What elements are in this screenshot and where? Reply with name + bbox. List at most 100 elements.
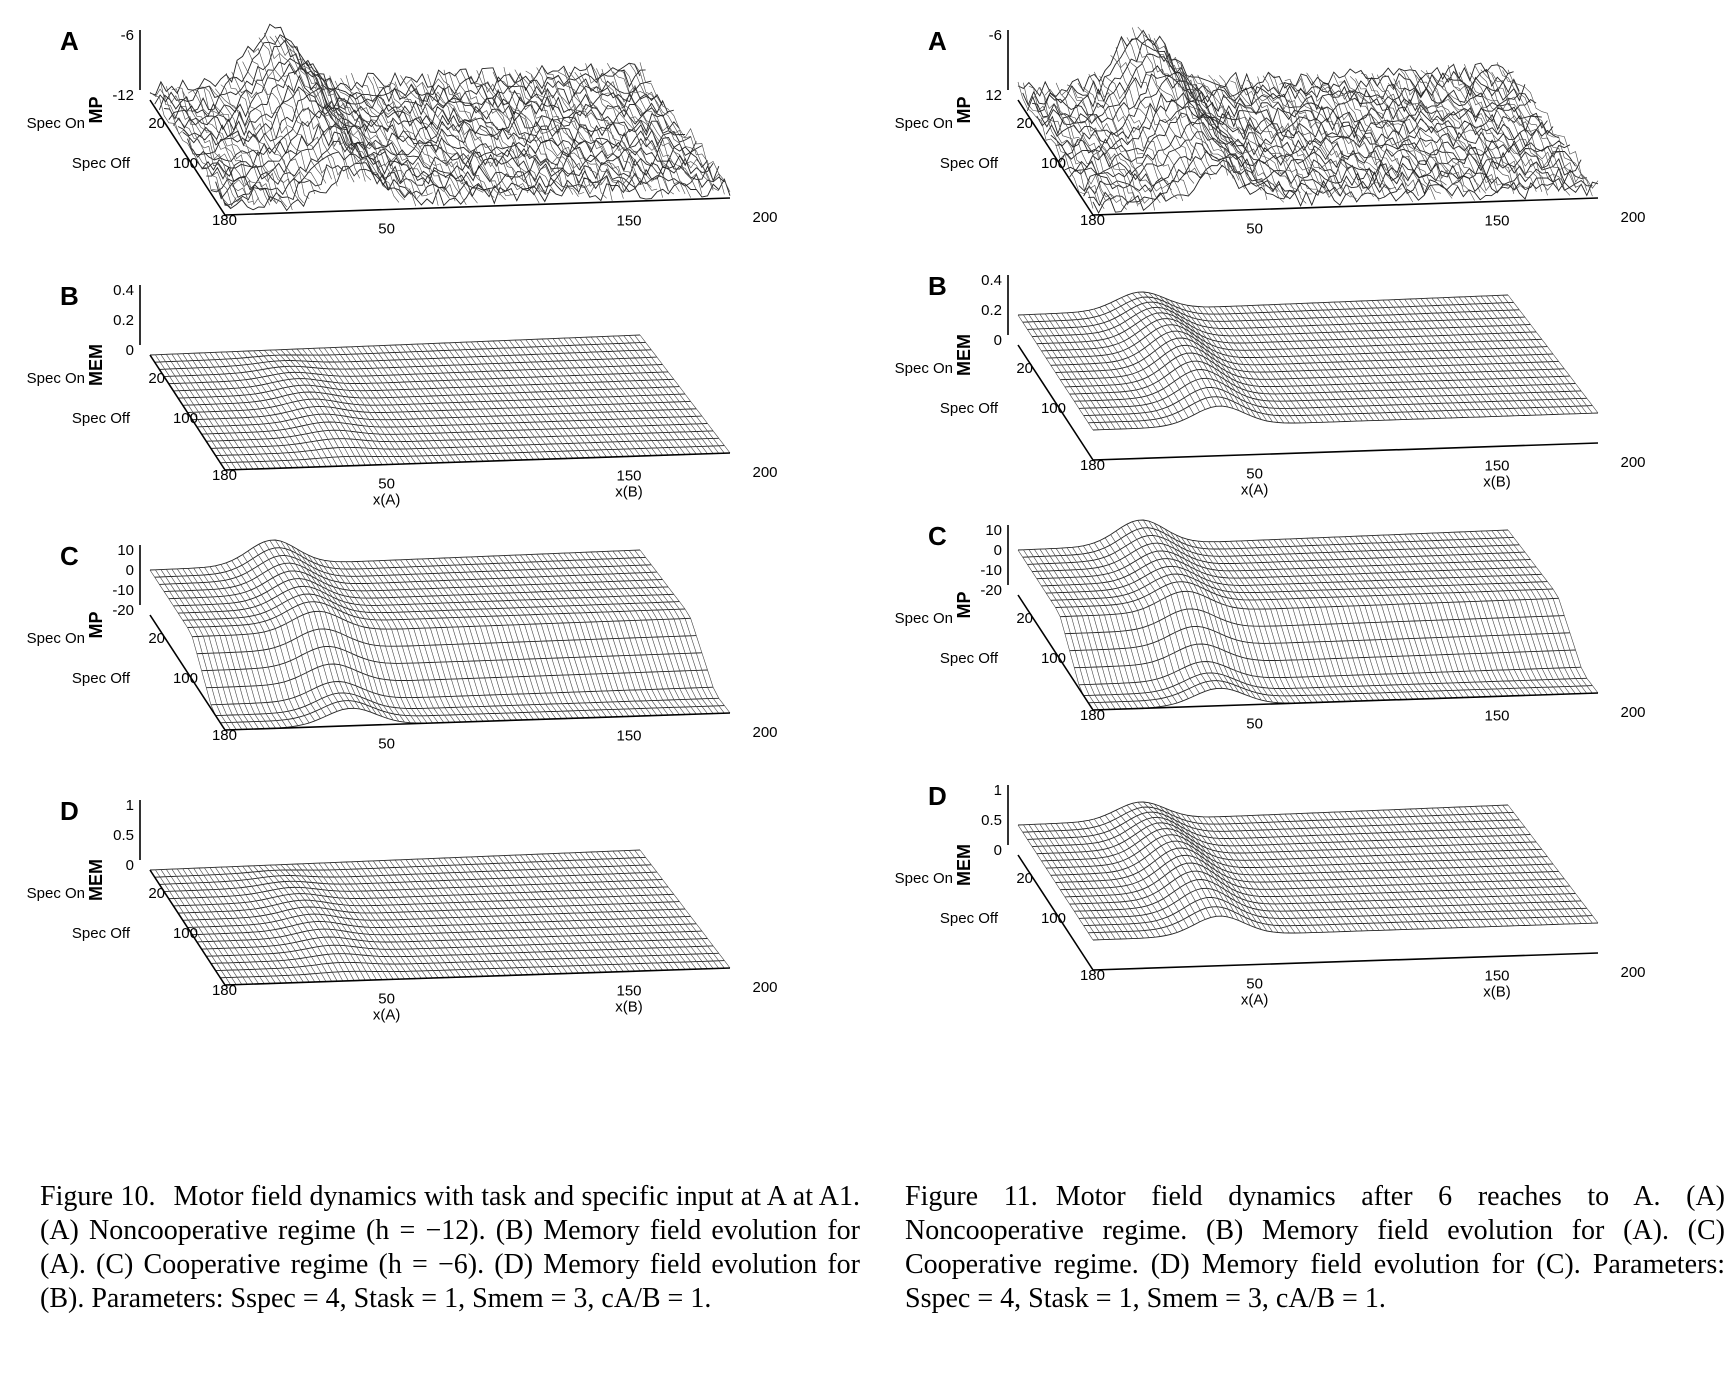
y-tick-label: Spec Off [72, 155, 131, 172]
surface-mesh [1017, 26, 1599, 214]
x-axis [224, 712, 731, 731]
figure-10-caption: Figure 10. Motor field dynamics with task… [40, 1180, 860, 1316]
x-tick-label: 150 [1484, 457, 1509, 474]
y-axis [149, 869, 226, 986]
x-tick-label: 200 [752, 464, 777, 481]
fig10-panel-d: D MEM 1 0.5 0 Spec On 20 Spec Off 100 180 50 150 200… [27, 790, 860, 1030]
x-axis-label: x(B) [1483, 983, 1511, 1000]
y-axis [1017, 344, 1094, 461]
y-tick-label: 100 [1041, 650, 1066, 667]
x-tick-label: 50 [378, 476, 395, 493]
x-axis [224, 197, 731, 216]
z-tick-label: 12 [985, 87, 1002, 104]
y-tick-label: 20 [148, 630, 165, 647]
figure-10-number: Figure 10. [40, 1181, 156, 1212]
y-tick-label: Spec On [27, 370, 85, 387]
x-tick-label: 50 [378, 736, 395, 753]
surface-mesh [149, 849, 731, 986]
figure-10-caption-text: Motor field dynamics with task and speci… [40, 1181, 860, 1314]
z-tick-label: 0.2 [981, 302, 1002, 319]
y-tick-label: 20 [1016, 360, 1033, 377]
panel-letter: C [928, 521, 947, 551]
z-tick-label: 0.4 [113, 282, 134, 299]
y-tick-label: 100 [1041, 910, 1066, 927]
y-tick-label: 100 [173, 155, 198, 172]
y-axis [149, 614, 226, 731]
panel-letter: C [60, 541, 79, 571]
x-axis-label: x(B) [615, 998, 643, 1015]
y-tick-label: Spec Off [72, 925, 131, 942]
z-tick-label: 0 [994, 542, 1002, 559]
surface-plot: A MP -6 12 Spec On 20 Spec Off 100 180 50 150 200 [895, 26, 1646, 238]
y-tick-label: 20 [1016, 870, 1033, 887]
figure-11-caption-text: Motor field dynamics after 6 reaches to … [905, 1181, 1725, 1314]
z-tick-label: 0 [126, 562, 134, 579]
y-tick-label: Spec Off [940, 910, 999, 927]
x-tick-label: 150 [1484, 967, 1509, 984]
y-tick-label: Spec On [27, 630, 85, 647]
panel-letter: A [928, 26, 947, 56]
x-axis-label: x(A) [1241, 992, 1269, 1009]
panel-letter: A [60, 26, 79, 56]
z-tick-label: 0 [994, 332, 1002, 349]
panel-letter: B [60, 281, 79, 311]
z-tick-label: -20 [980, 582, 1002, 599]
surface-plot: D MEM 1 0.5 0 Spec On 20 Spec Off 100 180 50 150 200… [27, 796, 778, 1024]
x-tick-label: 50 [378, 991, 395, 1008]
fig11-panel-b: B MEM 0.4 0.2 0 Spec On 20 Spec Off 100 180 50 150 2… [895, 265, 1728, 505]
x-axis [1092, 442, 1599, 461]
y-tick-label: Spec Off [72, 670, 131, 687]
x-tick-label: 200 [1620, 964, 1645, 981]
x-tick-label: 200 [1620, 704, 1645, 721]
x-tick-label: 200 [1620, 454, 1645, 471]
x-tick-label: 200 [752, 209, 777, 226]
x-tick-label: 150 [616, 982, 641, 999]
y-axis [1017, 854, 1094, 971]
panel-letter: D [60, 796, 79, 826]
y-tick-label: 180 [212, 212, 237, 229]
y-tick-label: Spec On [27, 115, 85, 132]
z-tick-label: 0.4 [981, 272, 1002, 289]
x-tick-label: 200 [752, 724, 777, 741]
z-tick-label: -12 [112, 87, 134, 104]
y-tick-label: 100 [173, 410, 198, 427]
x-tick-label: 150 [1484, 212, 1509, 229]
z-axis-label: MEM [954, 334, 974, 376]
y-tick-label: 100 [1041, 400, 1066, 417]
x-axis-label: x(A) [373, 1007, 401, 1024]
y-tick-label: 180 [1080, 457, 1105, 474]
z-axis-label: MEM [954, 844, 974, 886]
surface-plot: B MEM 0.4 0.2 0 Spec On 20 Spec Off 100 180 50 150 2… [895, 271, 1646, 499]
x-tick-label: 200 [1620, 209, 1645, 226]
x-axis [1092, 197, 1599, 216]
surface-mesh [1017, 291, 1599, 431]
z-tick-label: -6 [989, 27, 1002, 44]
x-tick-label: 150 [616, 467, 641, 484]
y-tick-label: Spec Off [940, 400, 999, 417]
y-tick-label: 100 [1041, 155, 1066, 172]
surface-plot: B MEM 0.4 0.2 0 Spec On 20 Spec Off 100 180 50 150 2… [27, 281, 778, 509]
z-axis-label: MP [954, 97, 974, 124]
fig11-panel-a: A MP -6 12 Spec On 20 Spec Off 100 180 50 150 200 [895, 20, 1728, 260]
y-tick-label: Spec Off [72, 410, 131, 427]
x-tick-label: 50 [1246, 466, 1263, 483]
z-tick-label: 0 [994, 842, 1002, 859]
z-axis-label: MP [86, 97, 106, 124]
z-axis-label: MEM [86, 859, 106, 901]
x-tick-label: 150 [616, 212, 641, 229]
x-tick-label: 50 [1246, 716, 1263, 733]
y-tick-label: 180 [212, 982, 237, 999]
fig11-panel-d: D MEM 1 0.5 0 Spec On 20 Spec Off 100 180 50 150 200… [895, 775, 1728, 1015]
y-tick-label: 180 [212, 467, 237, 484]
x-axis-label: x(A) [373, 492, 401, 509]
surface-plot: A MP -6 -12 Spec On 20 Spec Off 100 180 50 150 200 [27, 23, 778, 238]
surface-mesh [149, 23, 731, 212]
z-tick-label: 0.2 [113, 312, 134, 329]
z-axis-label: MP [954, 592, 974, 619]
z-tick-label: -20 [112, 602, 134, 619]
z-tick-label: 0 [126, 342, 134, 359]
x-tick-label: 200 [752, 979, 777, 996]
x-tick-label: 150 [616, 727, 641, 744]
z-tick-label: 0.5 [981, 812, 1002, 829]
